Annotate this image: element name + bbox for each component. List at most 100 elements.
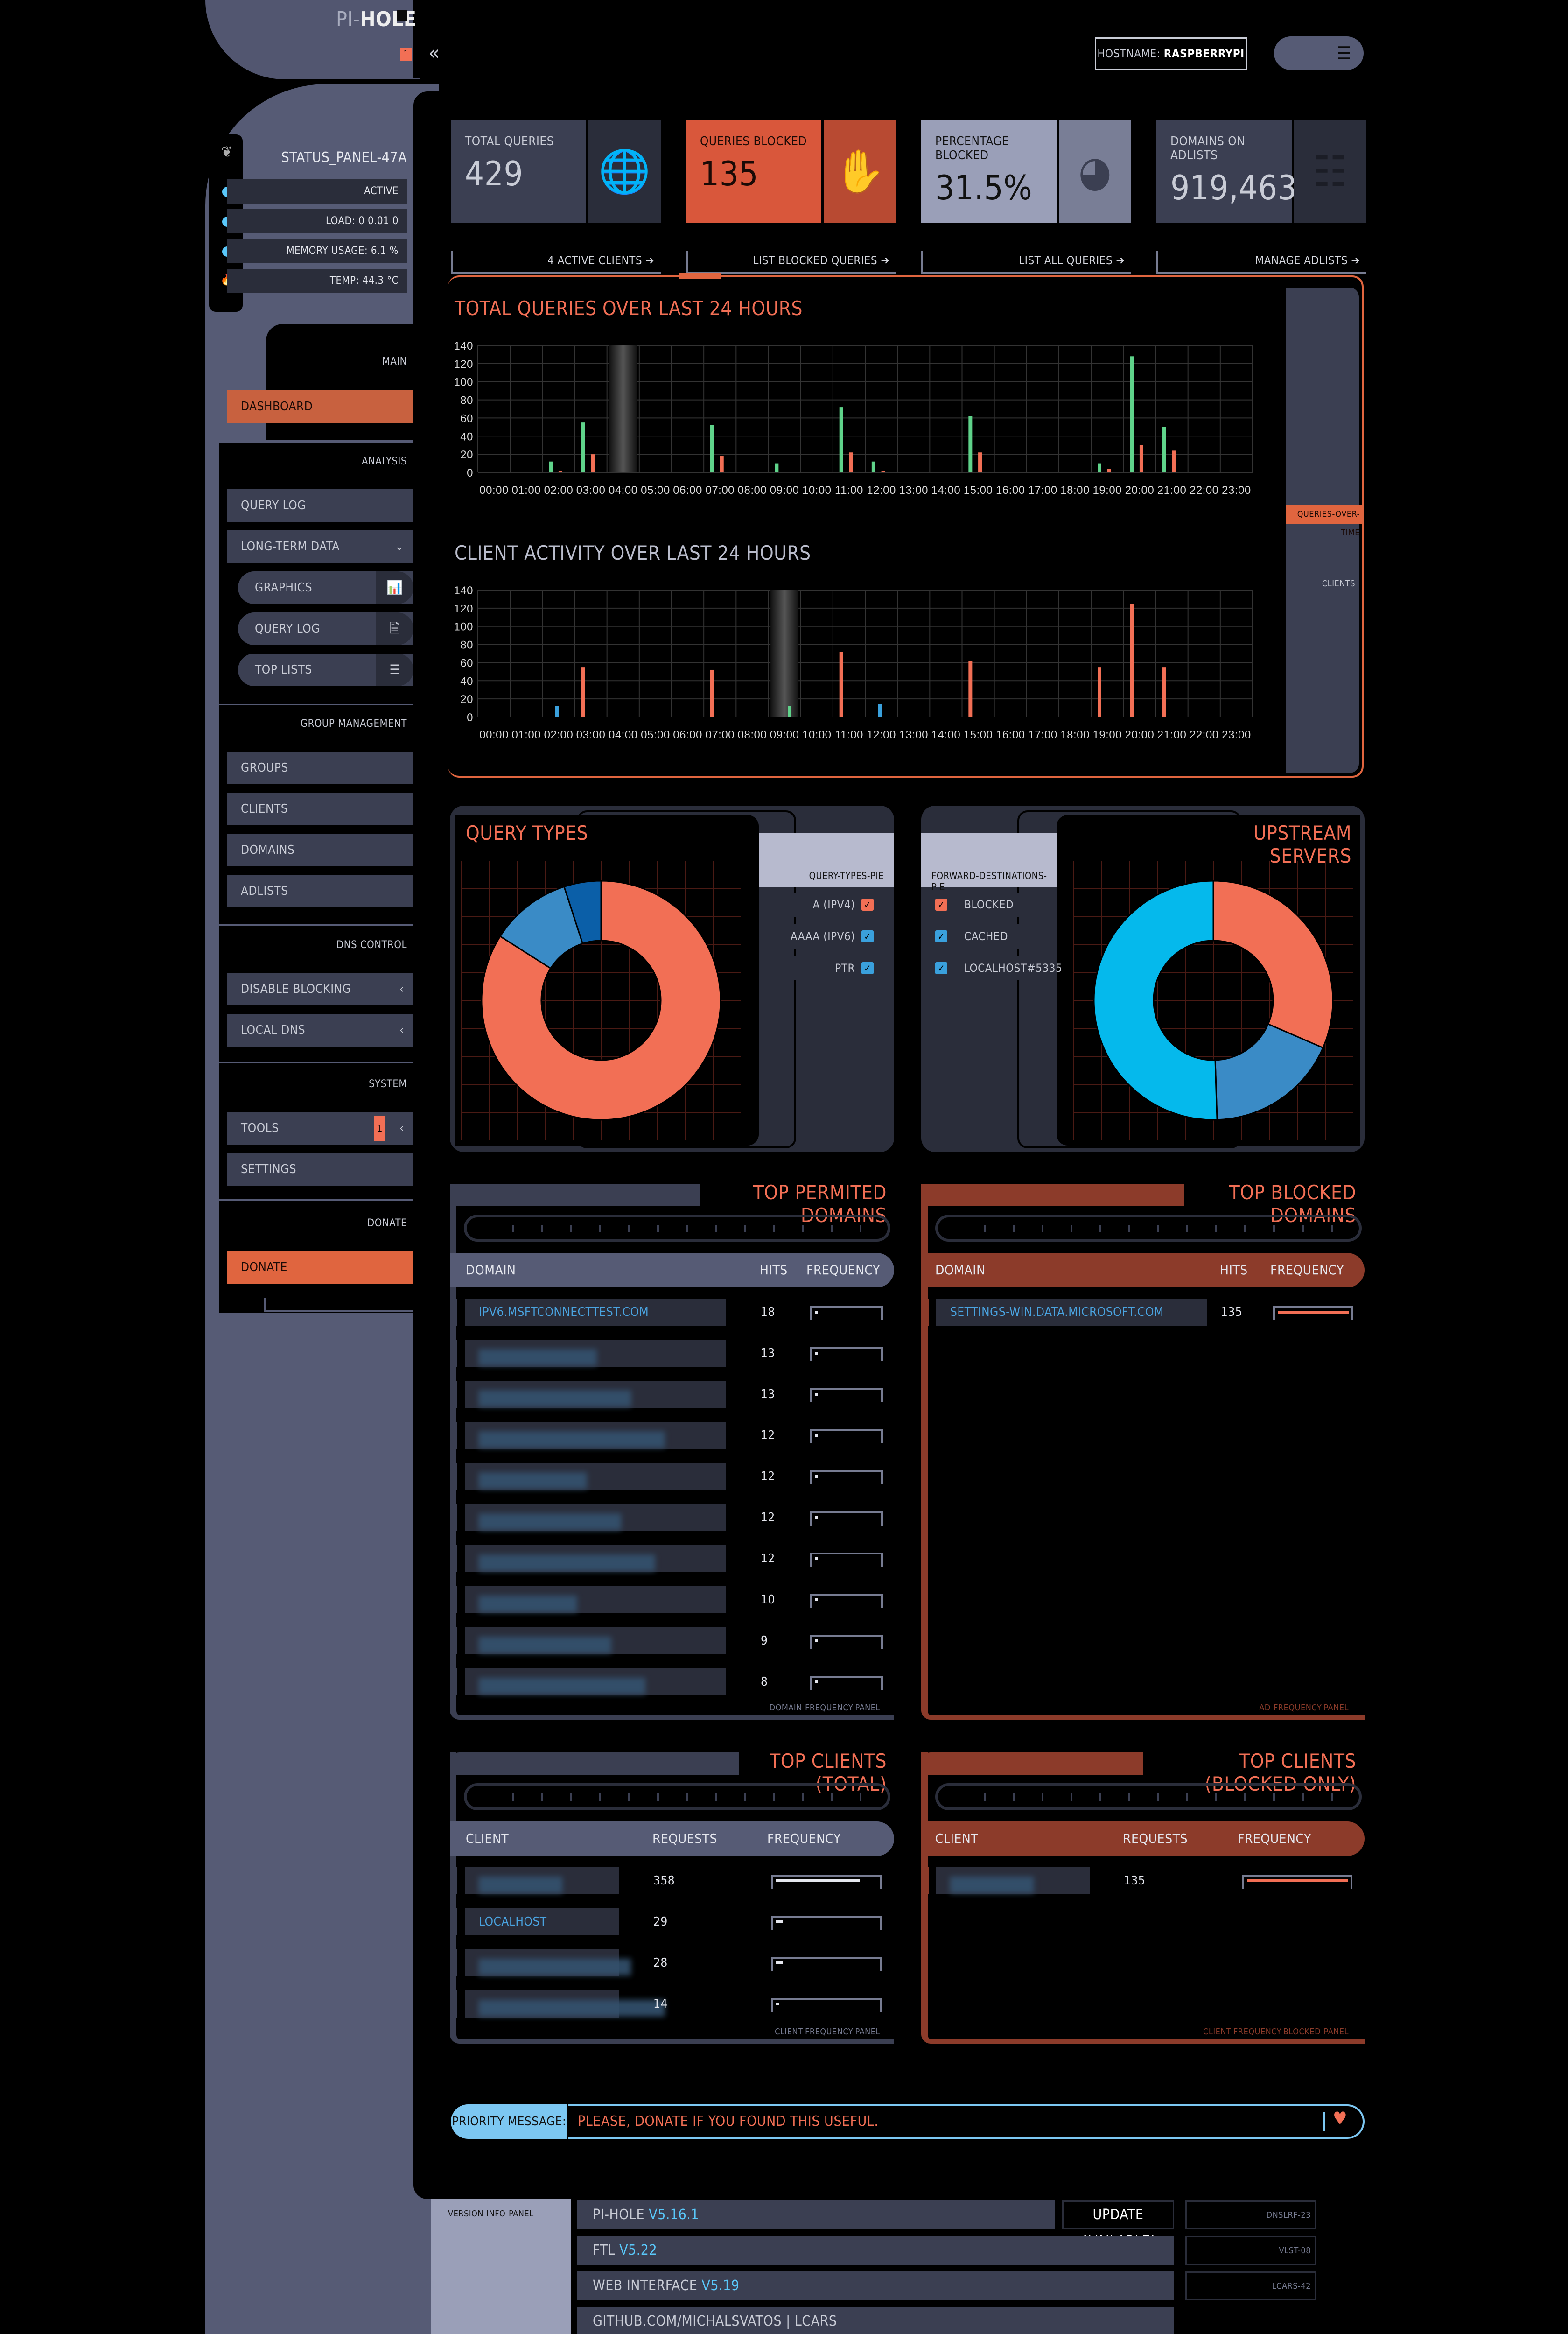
stat-footer[interactable]: MANAGE ADLISTS ➔ bbox=[1156, 251, 1366, 274]
table-row[interactable]: SETTINGS-WIN.DATA.MICROSOFT.COM 135 bbox=[922, 1295, 1365, 1326]
sidebar-item-query-log[interactable]: QUERY LOG bbox=[227, 489, 413, 522]
chevron-left-icon: ‹ bbox=[399, 982, 404, 996]
sidebar-item-settings[interactable]: SETTINGS bbox=[227, 1153, 413, 1186]
row-name[interactable] bbox=[465, 1545, 726, 1572]
row-name[interactable] bbox=[465, 1463, 726, 1490]
table-row[interactable]: 13 bbox=[451, 1377, 894, 1408]
table-row[interactable]: IPV6.MSFTCONNECTTEST.COM 18 bbox=[451, 1295, 894, 1326]
bar bbox=[1162, 667, 1166, 717]
row-name[interactable] bbox=[465, 1949, 631, 1976]
row-name[interactable] bbox=[465, 1867, 619, 1894]
bar bbox=[581, 667, 585, 717]
legend-a-ipv4[interactable]: A (IPV4) ✓ bbox=[762, 893, 883, 917]
row-count: 10 bbox=[761, 1593, 775, 1607]
sidebar-item-dashboard[interactable]: DASHBOARD bbox=[227, 390, 413, 423]
queries-chart-title: TOTAL QUERIES OVER LAST 24 HOURS bbox=[455, 297, 803, 320]
legend-cached[interactable]: ✓ CACHED bbox=[931, 924, 1053, 949]
sidebar-item-long-term-data[interactable]: LONG-TERM DATA ⌄ bbox=[227, 530, 413, 563]
table-row[interactable]: 28 bbox=[451, 1946, 894, 1976]
table-row[interactable]: 12 bbox=[451, 1459, 894, 1490]
stat-percentage-blocked[interactable]: PERCENTAGE BLOCKED 31.5% ◕ LIST ALL QUERI… bbox=[921, 120, 1131, 274]
y-tick-label: 60 bbox=[460, 412, 473, 425]
row-name[interactable]: IPV6.MSFTCONNECTTEST.COM bbox=[465, 1299, 726, 1326]
x-tick-label: 04:00 bbox=[609, 729, 638, 741]
update-available-badge[interactable]: UPDATE AVAILABLE! bbox=[1062, 2200, 1174, 2249]
sidebar-item-adlists[interactable]: ADLISTS bbox=[227, 875, 413, 907]
row-name[interactable] bbox=[465, 1381, 726, 1408]
clients-total-table-header: CLIENT REQUESTS FREQUENCY bbox=[450, 1821, 894, 1856]
mini-panel-lcars: LCARS-42 bbox=[1185, 2271, 1316, 2300]
sidebar-item-clients[interactable]: CLIENTS bbox=[227, 793, 413, 825]
stat-queries-blocked[interactable]: QUERIES BLOCKED 135 ✋ LIST BLOCKED QUERIE… bbox=[686, 120, 896, 274]
pihole-version: V5.16.1 bbox=[649, 2207, 699, 2223]
row-name[interactable] bbox=[465, 1504, 726, 1531]
sidebar-item-graphics[interactable]: GRAPHICS 📊 bbox=[238, 571, 413, 604]
table-row[interactable]: 14 bbox=[451, 1987, 894, 2018]
row-name[interactable] bbox=[465, 1586, 726, 1613]
stat-total-queries[interactable]: TOTAL QUERIES 429 🌐 4 ACTIVE CLIENTS ➔ bbox=[451, 120, 661, 274]
row-name[interactable] bbox=[465, 1990, 665, 2018]
redacted-text bbox=[479, 1678, 645, 1694]
table-row[interactable]: 8 bbox=[451, 1665, 894, 1695]
row-name[interactable] bbox=[465, 1627, 726, 1654]
table-row[interactable]: LOCALHOST 29 bbox=[451, 1905, 894, 1935]
row-name[interactable] bbox=[465, 1422, 726, 1449]
sidebar-item-groups[interactable]: GROUPS bbox=[227, 752, 413, 784]
frequency-bar bbox=[810, 1635, 883, 1649]
table-row[interactable]: 12 bbox=[451, 1418, 894, 1449]
query-types-pie[interactable] bbox=[461, 861, 741, 1140]
table-row[interactable]: 358 bbox=[451, 1863, 894, 1894]
upstream-title: UPSTREAM SERVERS bbox=[1253, 822, 1351, 867]
hostname-label: HOSTNAME: bbox=[1097, 47, 1161, 60]
lt-query-log-label: QUERY LOG bbox=[255, 622, 320, 636]
table-row[interactable]: 9 bbox=[451, 1624, 894, 1654]
legend-aaaa-ipv6[interactable]: AAAA (IPV6) ✓ bbox=[762, 924, 883, 949]
heart-icon[interactable]: ♥ bbox=[1333, 2108, 1348, 2129]
table-row[interactable]: 13 bbox=[451, 1336, 894, 1367]
row-name[interactable] bbox=[465, 1340, 726, 1367]
permitted-tag: DOMAIN-FREQUENCY-PANEL bbox=[769, 1703, 880, 1713]
table-row[interactable]: 12 bbox=[451, 1500, 894, 1531]
client-activity-chart[interactable]: 0 20 40 60 80 100 120 140 00:00 01:00 02:00 03:00 04… bbox=[448, 581, 1279, 758]
sidebar-item-disable-blocking[interactable]: DISABLE BLOCKING ‹ bbox=[227, 973, 413, 1005]
stat-footer[interactable]: LIST ALL QUERIES ➔ bbox=[921, 251, 1131, 274]
sidebar-toggle-icon[interactable]: « bbox=[428, 41, 440, 65]
x-tick-label: 13:00 bbox=[899, 729, 928, 741]
stat-footer[interactable]: LIST BLOCKED QUERIES ➔ bbox=[686, 251, 896, 274]
legend-localhost[interactable]: ✓ LOCALHOST#5335 bbox=[931, 956, 1062, 980]
sidebar-item-lt-query-log[interactable]: QUERY LOG 🗎 bbox=[238, 612, 413, 645]
table-row[interactable]: 12 bbox=[451, 1541, 894, 1572]
queries-over-time-chart[interactable]: 0 20 40 60 80 100 120 140 00:00 01:00 02:00 03:00 04… bbox=[448, 336, 1279, 513]
redacted-text bbox=[479, 1431, 665, 1448]
checkbox-icon[interactable]: ✓ bbox=[935, 962, 947, 974]
checkbox-icon[interactable]: ✓ bbox=[861, 899, 874, 911]
row-name[interactable]: SETTINGS-WIN.DATA.MICROSOFT.COM bbox=[936, 1299, 1207, 1326]
legend-blocked[interactable]: ✓ BLOCKED bbox=[931, 893, 1053, 917]
github-link[interactable]: GITHUB.COM/MICHALSVATOS | LCARS bbox=[577, 2307, 1174, 2334]
frequency-bar bbox=[810, 1511, 883, 1526]
row-name[interactable] bbox=[465, 1668, 726, 1695]
sidebar-item-tools[interactable]: TOOLS 1 ‹ bbox=[227, 1112, 413, 1145]
sidebar-item-local-dns[interactable]: LOCAL DNS ‹ bbox=[227, 1014, 413, 1047]
table-row[interactable]: 135 bbox=[922, 1863, 1365, 1894]
sidebar-item-top-lists[interactable]: TOP LISTS ☰ bbox=[238, 654, 413, 686]
upstream-servers-pie[interactable] bbox=[1073, 861, 1353, 1140]
row-name[interactable]: LOCALHOST bbox=[465, 1908, 619, 1935]
checkbox-icon[interactable]: ✓ bbox=[861, 930, 874, 942]
row-count: 28 bbox=[653, 1956, 668, 1970]
checkbox-icon[interactable]: ✓ bbox=[861, 962, 874, 974]
sidebar-item-donate[interactable]: DONATE bbox=[227, 1251, 413, 1284]
sidebar-item-domains[interactable]: DOMAINS bbox=[227, 834, 413, 866]
checkbox-icon[interactable]: ✓ bbox=[935, 930, 947, 942]
table-row[interactable]: 10 bbox=[451, 1582, 894, 1613]
x-tick-label: 20:00 bbox=[1125, 484, 1155, 497]
stat-domains-adlists[interactable]: DOMAINS ON ADLISTS 919,463 ☷ MANAGE ADLIS… bbox=[1156, 120, 1366, 274]
bar bbox=[968, 661, 973, 717]
stat-footer[interactable]: 4 ACTIVE CLIENTS ➔ bbox=[451, 251, 661, 274]
long-term-label: LONG-TERM DATA bbox=[241, 540, 340, 554]
row-name[interactable] bbox=[936, 1867, 1090, 1894]
menu-button[interactable]: ☰ bbox=[1274, 36, 1364, 70]
legend-ptr[interactable]: PTR ✓ bbox=[762, 956, 883, 980]
nav-heading-group-management: GROUP MANAGEMENT bbox=[300, 718, 407, 730]
checkbox-icon[interactable]: ✓ bbox=[935, 899, 947, 911]
